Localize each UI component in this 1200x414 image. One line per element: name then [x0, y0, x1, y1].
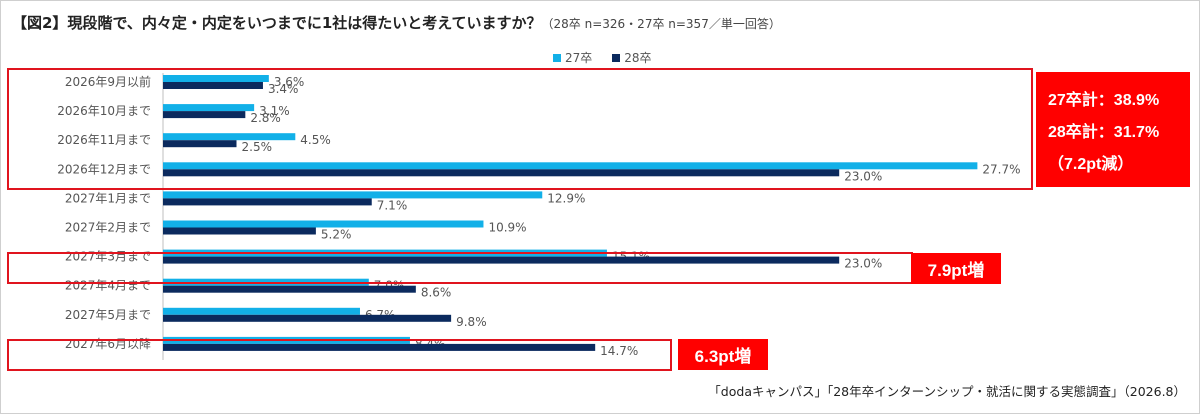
category-label: 2026年9月以前 — [65, 74, 151, 89]
bar-27 — [163, 104, 255, 112]
title-main: 【図2】現段階で、内々定・内定をいつまでに1社は得たいと考えていますか？ — [12, 14, 542, 32]
category-label: 2026年10月まで — [57, 104, 151, 118]
bar-28 — [163, 111, 246, 119]
bar-28 — [163, 256, 840, 264]
data-label-27: 27.7% — [982, 162, 1020, 176]
bar-27 — [163, 162, 978, 170]
callout-june: 6.3pt増 — [678, 339, 768, 370]
data-label-27: 10.9% — [488, 221, 526, 235]
data-label-28: 2.5% — [242, 140, 273, 154]
bar-28 — [163, 169, 840, 177]
legend-item-28: 28卒 — [612, 49, 652, 66]
bar-28 — [163, 82, 263, 89]
figure-title: 【図2】現段階で、内々定・内定をいつまでに1社は得たいと考えていますか？（28卒… — [12, 12, 781, 33]
data-label-28: 23.0% — [844, 257, 882, 271]
bar-28 — [163, 343, 596, 351]
data-label-28: 5.2% — [321, 228, 352, 242]
callout-total-28: 28卒計：31.7% — [1048, 123, 1160, 141]
source-note: 「dodaキャンパス」「28年卒インターンシップ・就活に関する実態調査」（202… — [708, 384, 1186, 399]
highlight-box-march — [7, 252, 913, 284]
bar-28 — [163, 285, 416, 293]
category-label: 2027年2月まで — [65, 221, 151, 235]
data-label-27: 4.5% — [300, 133, 331, 147]
chart-legend: 27卒 28卒 — [553, 49, 652, 66]
category-label: 2026年11月まで — [57, 133, 151, 147]
data-label-27: 12.9% — [547, 191, 585, 205]
data-label-28: 14.7% — [600, 344, 638, 358]
category-label: 2027年1月まで — [65, 191, 151, 205]
legend-swatch-27 — [553, 53, 561, 62]
category-label: 2026年12月まで — [57, 162, 151, 176]
data-label-28: 23.0% — [844, 169, 882, 183]
legend-label-28: 28卒 — [624, 51, 652, 65]
callout-total-27: 27卒計：38.9% — [1048, 91, 1160, 109]
data-label-27: 3.1% — [259, 104, 290, 118]
bar-27 — [163, 220, 484, 228]
bar-28 — [163, 140, 237, 148]
data-label-27: 3.6% — [274, 75, 305, 89]
bar-28 — [163, 198, 372, 206]
legend-swatch-28 — [612, 53, 621, 62]
callout-march: 7.9pt増 — [911, 253, 1001, 284]
legend-label-27: 27卒 — [565, 51, 593, 65]
data-label-28: 3.4% — [268, 82, 299, 96]
title-note: （28卒 n=326・27卒 n=357／単一回答） — [541, 17, 781, 31]
callout-2026-totals: 27卒計：38.9% 28卒計：31.7% （7.2pt減） — [1036, 72, 1190, 187]
data-label-28: 7.1% — [377, 198, 408, 212]
bar-27 — [163, 307, 360, 315]
bar-27 — [163, 133, 296, 141]
data-label-28: 9.8% — [456, 315, 487, 329]
bar-28 — [163, 314, 452, 322]
highlight-box-june — [7, 339, 672, 371]
data-label-28: 2.8% — [250, 111, 281, 125]
legend-item-27: 27卒 — [553, 49, 592, 66]
bar-27 — [163, 75, 269, 82]
bar-27 — [163, 191, 543, 199]
highlight-box-2026 — [7, 68, 1033, 190]
bar-28 — [163, 227, 316, 235]
category-label: 2027年5月まで — [65, 308, 151, 322]
data-label-28: 8.6% — [421, 286, 452, 300]
callout-diff: （7.2pt減） — [1048, 155, 1134, 173]
